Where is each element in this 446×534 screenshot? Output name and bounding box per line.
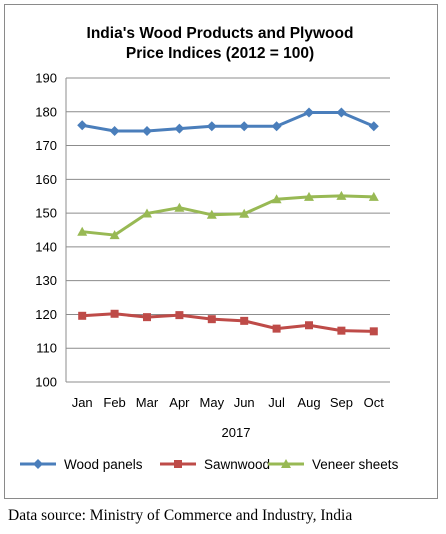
veneer-sheets-point [206, 209, 217, 219]
sawnwood-point [207, 315, 216, 324]
y-tick-label: 170 [35, 138, 57, 153]
sawnwood-line [82, 312, 374, 333]
veneer-sheets-point [109, 230, 120, 240]
chart-frame [4, 4, 438, 499]
legend-swatch [160, 460, 196, 468]
veneer-sheets-point [271, 194, 282, 204]
legend-item-sawnwood: Sawnwood [158, 454, 270, 474]
y-tick-label: 110 [36, 341, 57, 356]
wood-panels-point [336, 107, 347, 118]
y-tick-label: 180 [35, 104, 57, 119]
x-tick-label: Jun [234, 395, 255, 410]
y-tick-label: 100 [35, 375, 57, 390]
legend-marker [33, 459, 43, 469]
sawnwood-point [337, 326, 346, 335]
y-tick-label: 130 [35, 273, 57, 288]
sawnwood-point [240, 316, 249, 325]
legend-marker [174, 460, 182, 468]
sawnwood-point [272, 324, 281, 333]
y-tick-label: 150 [35, 206, 57, 221]
veneer-sheets-point [304, 191, 314, 201]
chart-title: India's Wood Products and Plywood Price … [86, 25, 354, 62]
sawnwood-point [369, 327, 378, 336]
x-tick-label: Jul [268, 395, 285, 410]
veneer-sheets-point [368, 191, 379, 201]
sawnwood-point [78, 311, 87, 320]
veneer-sheets-point [77, 226, 88, 236]
wood-panels-point [109, 126, 120, 137]
wood-panels-point [271, 121, 282, 132]
wood-panels-point [174, 123, 185, 134]
x-tick-label: Sep [330, 395, 353, 410]
x-tick-label: Oct [364, 395, 385, 410]
wood-panels-point [239, 121, 250, 132]
series-sawnwood [78, 309, 378, 336]
sawnwood-point [305, 321, 313, 330]
veneer-sheets-line [82, 194, 374, 237]
x-tick-label: Jan [72, 395, 93, 410]
legend-label: Wood panels [64, 456, 143, 472]
x-axis-title: 2017 [222, 425, 251, 440]
wood-panels-point [77, 120, 88, 131]
x-tick-label: Feb [103, 395, 125, 410]
wood-panels-point [142, 126, 152, 137]
series-wood-panels [77, 107, 379, 137]
gridlines [66, 77, 390, 349]
x-tick-label: May [200, 395, 225, 410]
legend-label: Veneer sheets [312, 456, 399, 472]
sawnwood-point [143, 313, 151, 322]
legend-swatch [20, 459, 56, 469]
y-tick-label: 140 [35, 239, 57, 254]
data-source-note: Data source: Ministry of Commerce and In… [8, 507, 353, 524]
y-tick-label: 120 [35, 307, 57, 322]
sawnwood-point [110, 309, 119, 318]
legend: Wood panels Sawnwood Veneer sheets [18, 454, 428, 474]
x-tick-label: Aug [297, 395, 320, 410]
legend-item-veneer-sheets: Veneer sheets [266, 454, 398, 474]
y-tick-label: 190 [35, 71, 57, 86]
veneer-sheets-point [336, 190, 347, 200]
veneer-sheets-point [174, 202, 185, 212]
wood-panels-line [81, 110, 375, 133]
y-tick-labels: 100 110 120 130 140 150 160 170 180 190 [35, 71, 57, 390]
legend-item-wood-panels: Wood panels [18, 454, 143, 474]
legend-swatch [268, 459, 304, 468]
legend-label: Sawnwood [204, 456, 271, 472]
x-tick-label: Mar [136, 395, 159, 410]
sawnwood-point [175, 311, 184, 320]
series-veneer-sheets [77, 190, 379, 240]
series-lines [77, 107, 379, 336]
x-tick-label: Apr [169, 395, 190, 410]
wood-panels-point [304, 107, 314, 118]
wood-panels-point [368, 121, 379, 132]
veneer-sheets-point [239, 208, 250, 218]
x-tick-labels: Jan Feb Mar Apr May Jun Jul Aug Sep Oct [72, 395, 385, 410]
wood-panels-point [206, 121, 217, 132]
veneer-sheets-point [142, 208, 152, 218]
legend-marker [281, 459, 291, 468]
y-tick-label: 160 [35, 172, 57, 187]
axes [65, 78, 390, 383]
